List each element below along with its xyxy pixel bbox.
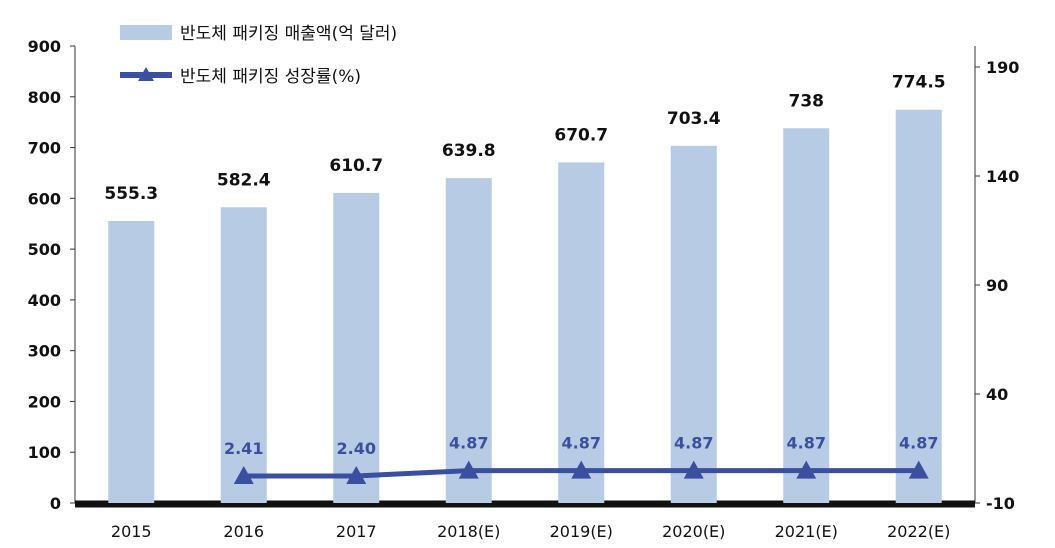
left-tick-label: 500 bbox=[28, 240, 61, 259]
bar bbox=[558, 162, 605, 503]
growth-marker bbox=[458, 460, 479, 479]
right-tick-label: -10 bbox=[986, 494, 1015, 513]
left-tick-label: 300 bbox=[28, 342, 61, 361]
growth-marker bbox=[908, 460, 929, 479]
bar bbox=[220, 207, 267, 504]
legend-line-label: 반도체 패키징 성장률(%) bbox=[180, 67, 361, 87]
bar bbox=[333, 192, 380, 503]
right-tick-label: 140 bbox=[986, 167, 1019, 186]
growth-value-label: 4.87 bbox=[449, 434, 488, 453]
growth-value-label: 2.41 bbox=[224, 439, 263, 458]
left-tick-label: 600 bbox=[28, 189, 61, 208]
bar bbox=[108, 221, 155, 503]
bar-value-label: 703.4 bbox=[667, 109, 721, 129]
growth-value-label: 4.87 bbox=[899, 434, 938, 453]
x-tick-label: 2020(E) bbox=[662, 522, 725, 541]
x-tick-label: 2022(E) bbox=[887, 522, 950, 541]
right-tick-label: 190 bbox=[986, 58, 1019, 77]
legend-line-marker bbox=[138, 67, 154, 81]
bar bbox=[895, 109, 942, 504]
right-tick-label: 40 bbox=[986, 385, 1008, 404]
x-tick-label: 2015 bbox=[111, 522, 152, 541]
bar bbox=[783, 128, 830, 503]
left-tick-label: 200 bbox=[28, 392, 61, 411]
data-labels: 555.3 582.4 610.7 639.8 670.7 703.4 738 774.5 2.… bbox=[104, 73, 945, 458]
x-tick-label: 2017 bbox=[336, 522, 377, 541]
left-tick-label: 900 bbox=[28, 37, 61, 56]
left-tick-label: 0 bbox=[50, 494, 61, 513]
growth-value-label: 2.40 bbox=[337, 439, 376, 458]
growth-marker bbox=[233, 465, 254, 484]
x-tick-label: 2021(E) bbox=[775, 522, 838, 541]
bar-value-label: 670.7 bbox=[554, 125, 608, 145]
legend-bar-label: 반도체 패키징 매출액(억 달러) bbox=[180, 24, 397, 44]
axes: 0 100 200 300 400 500 600 700 800 900 -10 40 90 140 19… bbox=[28, 37, 1020, 541]
x-tick-label: 2016 bbox=[223, 522, 264, 541]
legend: 반도체 패키징 매출액(억 달러) 반도체 패키징 성장률(%) bbox=[120, 24, 397, 87]
growth-value-label: 4.87 bbox=[787, 434, 826, 453]
growth-marker bbox=[571, 460, 592, 479]
bar bbox=[445, 178, 492, 503]
x-tick-label: 2019(E) bbox=[550, 522, 613, 541]
growth-value-label: 4.87 bbox=[674, 434, 713, 453]
left-tick-label: 400 bbox=[28, 291, 61, 310]
left-tick-label: 700 bbox=[28, 139, 61, 158]
bar-value-label: 610.7 bbox=[329, 156, 383, 176]
bar-value-label: 582.4 bbox=[217, 170, 271, 190]
bar-value-label: 738 bbox=[789, 91, 825, 111]
bars bbox=[108, 109, 942, 504]
bar-value-label: 555.3 bbox=[104, 184, 158, 204]
growth-marker bbox=[796, 460, 817, 479]
bar-value-label: 774.5 bbox=[892, 73, 946, 93]
bar-value-label: 639.8 bbox=[442, 141, 496, 161]
left-tick-label: 800 bbox=[28, 88, 61, 107]
growth-line bbox=[233, 460, 929, 484]
legend-bar-swatch bbox=[120, 25, 172, 40]
bar bbox=[670, 145, 717, 504]
x-tick-label: 2018(E) bbox=[437, 522, 500, 541]
right-tick-label: 90 bbox=[986, 276, 1008, 295]
growth-value-label: 4.87 bbox=[562, 434, 601, 453]
left-tick-label: 100 bbox=[28, 443, 61, 462]
growth-marker bbox=[683, 460, 704, 479]
growth-marker bbox=[346, 465, 367, 484]
